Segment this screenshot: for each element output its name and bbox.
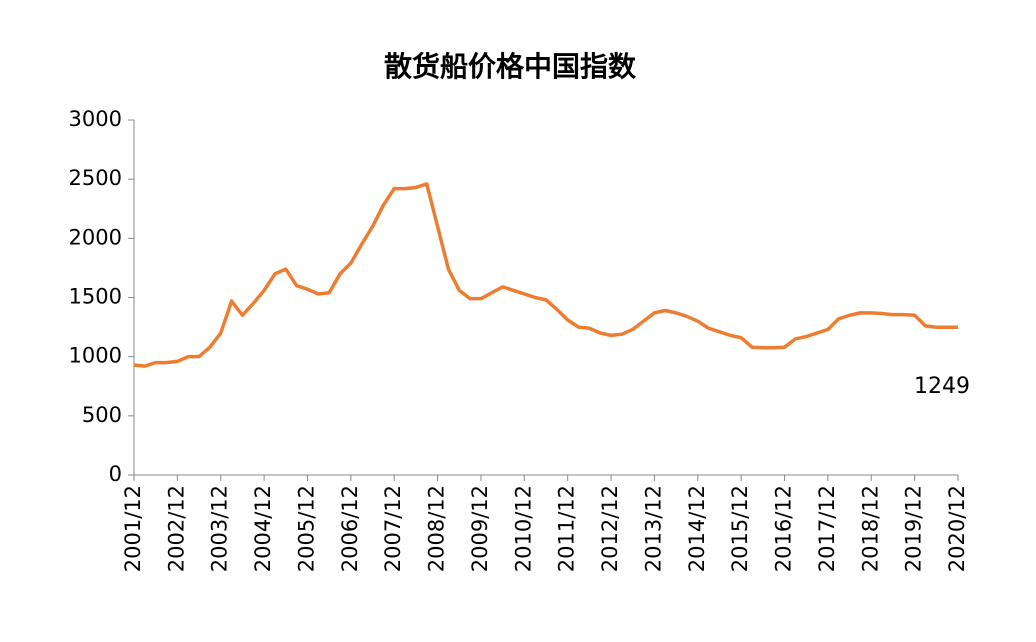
y-tick-label: 1000	[69, 344, 122, 368]
x-tick-label: 2018/12	[858, 485, 882, 572]
x-tick-label: 2010/12	[511, 485, 535, 572]
x-tick-label: 2016/12	[772, 485, 796, 572]
x-tick-label: 2020/12	[945, 485, 969, 572]
y-tick-label: 0	[109, 462, 122, 486]
line-series	[133, 182, 958, 368]
x-tick-label: 2014/12	[685, 485, 709, 572]
y-tick-label: 500	[82, 403, 122, 427]
chart-title: 散货船价格中国指数	[384, 50, 637, 83]
x-tick-label: 2001/12	[121, 485, 145, 572]
x-tick-label: 2002/12	[164, 485, 188, 572]
x-tick-label: 2005/12	[294, 485, 318, 572]
y-tick-label: 2500	[69, 166, 122, 190]
x-tick-label: 2003/12	[208, 485, 232, 572]
y-tick-label: 1500	[69, 285, 122, 309]
y-tick-label: 2000	[69, 225, 122, 249]
x-tick-label: 2007/12	[381, 485, 405, 572]
x-tick-label: 2017/12	[815, 485, 839, 572]
x-tick-label: 2008/12	[425, 485, 449, 572]
x-tick-label: 2012/12	[598, 485, 622, 572]
x-tick-label: 2006/12	[338, 485, 362, 572]
x-tick-label: 2013/12	[641, 485, 665, 572]
y-tick-label: 3000	[69, 107, 122, 131]
x-tick-label: 2011/12	[555, 485, 579, 572]
x-tick-label: 2009/12	[468, 485, 492, 572]
x-tick-label: 2004/12	[251, 485, 275, 572]
x-tick-label: 2015/12	[728, 485, 752, 572]
annotation: 1249	[914, 374, 970, 399]
x-tick-label: 2019/12	[902, 485, 926, 572]
